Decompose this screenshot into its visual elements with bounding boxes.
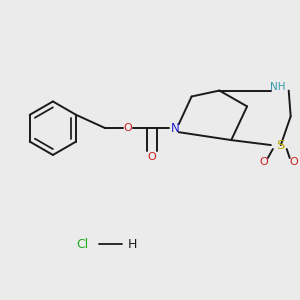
Text: O: O (148, 152, 156, 162)
Text: S: S (277, 139, 285, 152)
Text: NH: NH (270, 82, 286, 92)
Text: O: O (260, 157, 268, 167)
Text: O: O (124, 123, 133, 133)
Text: Cl: Cl (76, 238, 89, 250)
Text: O: O (289, 157, 298, 167)
Text: H: H (128, 238, 137, 250)
Text: N: N (170, 122, 179, 135)
